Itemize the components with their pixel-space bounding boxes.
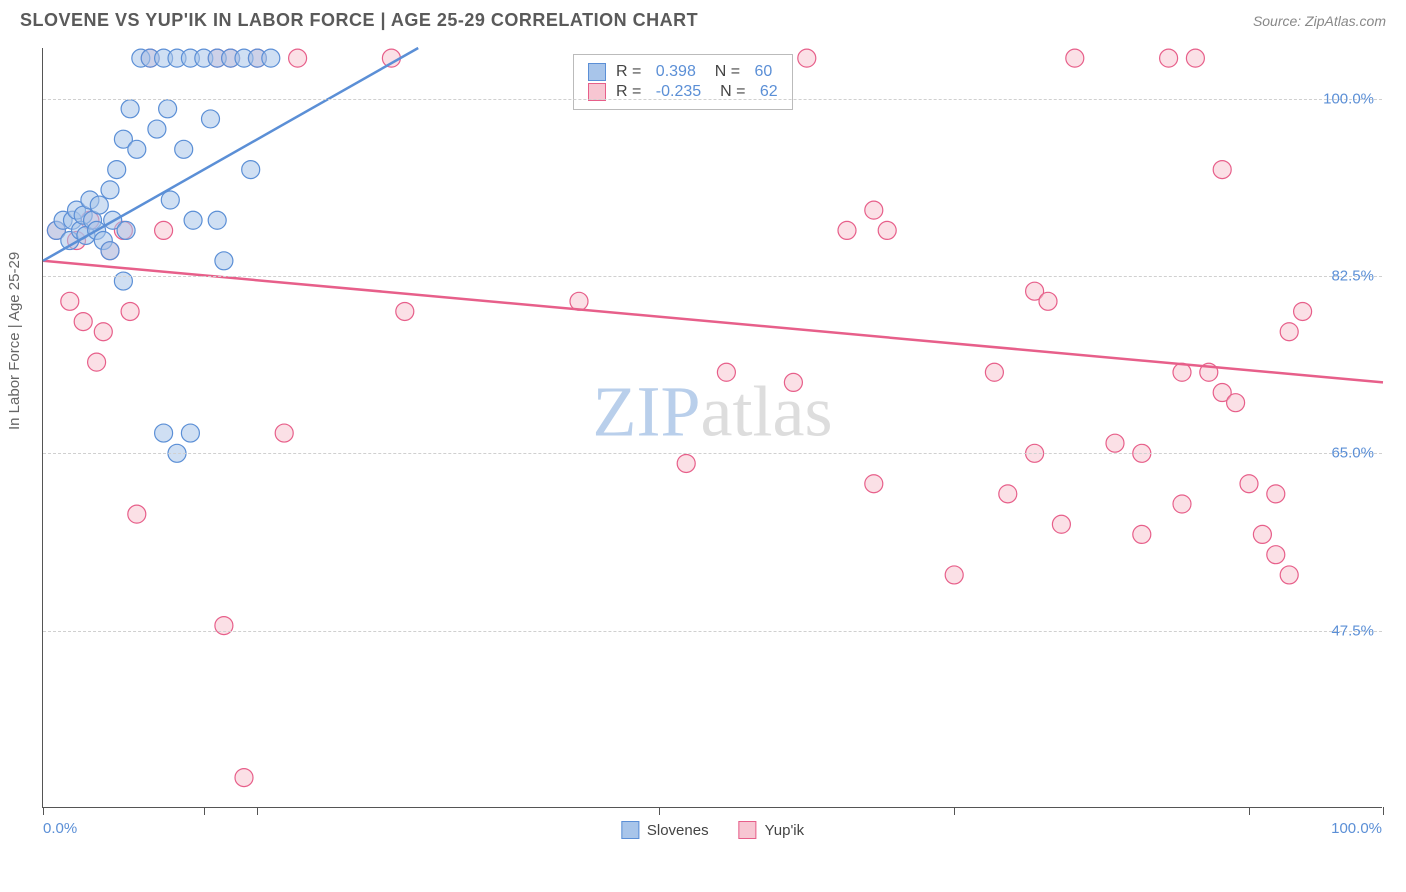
y-tick-label: 65.0% bbox=[1331, 445, 1374, 462]
data-point bbox=[159, 100, 177, 118]
data-point bbox=[1294, 302, 1312, 320]
data-point bbox=[878, 221, 896, 239]
data-point bbox=[121, 302, 139, 320]
data-point bbox=[101, 242, 119, 260]
chart-title: SLOVENE VS YUP'IK IN LABOR FORCE | AGE 2… bbox=[20, 10, 698, 31]
scatter-plot bbox=[43, 48, 1382, 807]
data-point bbox=[117, 221, 135, 239]
data-point bbox=[148, 120, 166, 138]
data-point bbox=[208, 211, 226, 229]
data-point bbox=[1039, 292, 1057, 310]
data-point bbox=[1133, 525, 1151, 543]
data-point bbox=[1280, 323, 1298, 341]
data-point bbox=[161, 191, 179, 209]
pink-swatch-icon bbox=[739, 821, 757, 839]
data-point bbox=[945, 566, 963, 584]
gridline bbox=[43, 99, 1382, 100]
data-point bbox=[396, 302, 414, 320]
gridline bbox=[43, 276, 1382, 277]
y-axis-label: In Labor Force | Age 25-29 bbox=[6, 252, 23, 430]
data-point bbox=[1227, 394, 1245, 412]
x-tick bbox=[1383, 807, 1384, 815]
data-point bbox=[175, 140, 193, 158]
x-tick bbox=[954, 807, 955, 815]
series-legend: Slovenes Yup'ik bbox=[621, 821, 804, 839]
data-point bbox=[1160, 49, 1178, 67]
data-point bbox=[1173, 495, 1191, 513]
data-point bbox=[838, 221, 856, 239]
data-point bbox=[1106, 434, 1124, 452]
gridline bbox=[43, 631, 1382, 632]
x-tick bbox=[1249, 807, 1250, 815]
data-point bbox=[155, 221, 173, 239]
data-point bbox=[1240, 475, 1258, 493]
data-point bbox=[181, 424, 199, 442]
data-point bbox=[999, 485, 1017, 503]
x-min-label: 0.0% bbox=[43, 820, 77, 837]
data-point bbox=[155, 424, 173, 442]
data-point bbox=[88, 353, 106, 371]
data-point bbox=[242, 161, 260, 179]
data-point bbox=[1267, 485, 1285, 503]
data-point bbox=[121, 100, 139, 118]
data-point bbox=[61, 292, 79, 310]
data-point bbox=[128, 140, 146, 158]
data-point bbox=[784, 373, 802, 391]
data-point bbox=[74, 313, 92, 331]
data-point bbox=[1267, 546, 1285, 564]
data-point bbox=[275, 424, 293, 442]
data-point bbox=[94, 323, 112, 341]
data-point bbox=[262, 49, 280, 67]
chart-area: ZIPatlas R = 0.398 N = 60 R = -0.235 N =… bbox=[42, 48, 1382, 808]
data-point bbox=[1253, 525, 1271, 543]
y-tick-label: 82.5% bbox=[1331, 268, 1374, 285]
data-point bbox=[184, 211, 202, 229]
data-point bbox=[717, 363, 735, 381]
data-point bbox=[1213, 161, 1231, 179]
data-point bbox=[865, 201, 883, 219]
blue-swatch-icon bbox=[621, 821, 639, 839]
data-point bbox=[114, 272, 132, 290]
data-point bbox=[215, 252, 233, 270]
data-point bbox=[101, 181, 119, 199]
x-max-label: 100.0% bbox=[1331, 820, 1382, 837]
x-tick bbox=[204, 807, 205, 815]
x-tick bbox=[659, 807, 660, 815]
stats-legend: R = 0.398 N = 60 R = -0.235 N = 62 bbox=[573, 54, 793, 110]
data-point bbox=[235, 769, 253, 787]
y-tick-label: 47.5% bbox=[1331, 622, 1374, 639]
data-point bbox=[985, 363, 1003, 381]
data-point bbox=[128, 505, 146, 523]
blue-swatch bbox=[588, 63, 606, 81]
data-point bbox=[108, 161, 126, 179]
data-point bbox=[289, 49, 307, 67]
data-point bbox=[677, 454, 695, 472]
trend-line bbox=[43, 261, 1383, 383]
data-point bbox=[1066, 49, 1084, 67]
gridline bbox=[43, 453, 1382, 454]
data-point bbox=[215, 617, 233, 635]
data-point bbox=[798, 49, 816, 67]
data-point bbox=[1186, 49, 1204, 67]
data-point bbox=[1052, 515, 1070, 533]
data-point bbox=[865, 475, 883, 493]
x-tick bbox=[43, 807, 44, 815]
trend-line bbox=[43, 48, 418, 261]
data-point bbox=[202, 110, 220, 128]
y-tick-label: 100.0% bbox=[1323, 90, 1374, 107]
data-point bbox=[1280, 566, 1298, 584]
source-attribution: Source: ZipAtlas.com bbox=[1253, 13, 1386, 29]
x-tick bbox=[257, 807, 258, 815]
data-point bbox=[90, 196, 108, 214]
